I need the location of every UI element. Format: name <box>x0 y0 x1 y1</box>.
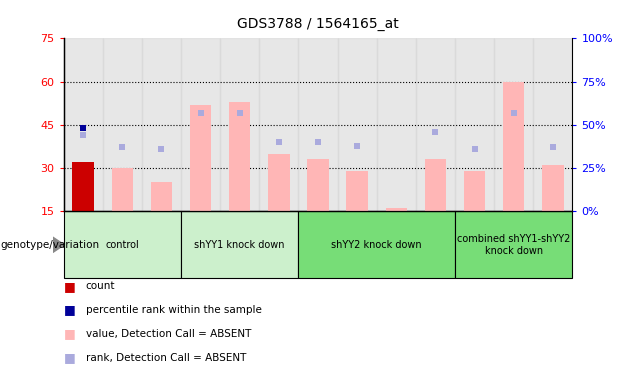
Bar <box>298 38 338 211</box>
Bar <box>103 38 142 211</box>
Text: control: control <box>106 240 139 250</box>
Text: ■: ■ <box>64 280 76 293</box>
Bar <box>73 162 94 211</box>
Bar <box>111 168 133 211</box>
Bar <box>64 38 103 211</box>
Bar <box>503 81 525 211</box>
Bar <box>455 38 494 211</box>
Text: GDS3788 / 1564165_at: GDS3788 / 1564165_at <box>237 17 399 31</box>
Bar <box>64 211 181 278</box>
Text: rank, Detection Call = ABSENT: rank, Detection Call = ABSENT <box>86 353 246 362</box>
Polygon shape <box>53 237 64 253</box>
Text: genotype/variation: genotype/variation <box>1 240 100 250</box>
Bar <box>190 104 211 211</box>
Bar <box>494 38 533 211</box>
Bar <box>338 38 377 211</box>
Bar <box>142 38 181 211</box>
Bar <box>542 165 563 211</box>
Bar <box>229 102 251 211</box>
Bar <box>533 38 572 211</box>
Bar <box>425 159 446 211</box>
Bar <box>464 171 485 211</box>
Bar <box>416 38 455 211</box>
Bar <box>268 154 289 211</box>
Text: value, Detection Call = ABSENT: value, Detection Call = ABSENT <box>86 329 251 339</box>
Text: combined shYY1-shYY2
knock down: combined shYY1-shYY2 knock down <box>457 234 570 256</box>
Text: ■: ■ <box>64 303 76 316</box>
Text: shYY1 knock down: shYY1 knock down <box>195 240 285 250</box>
Text: count: count <box>86 281 115 291</box>
Bar <box>151 182 172 211</box>
Bar <box>377 38 416 211</box>
Bar <box>181 38 220 211</box>
Bar <box>259 38 298 211</box>
Text: percentile rank within the sample: percentile rank within the sample <box>86 305 262 315</box>
Bar <box>385 208 407 211</box>
Bar <box>347 171 368 211</box>
Bar <box>298 211 455 278</box>
Text: ■: ■ <box>64 327 76 340</box>
Bar <box>220 38 259 211</box>
Bar <box>455 211 572 278</box>
Text: ■: ■ <box>64 351 76 364</box>
Bar <box>307 159 329 211</box>
Text: shYY2 knock down: shYY2 knock down <box>331 240 422 250</box>
Bar <box>181 211 298 278</box>
